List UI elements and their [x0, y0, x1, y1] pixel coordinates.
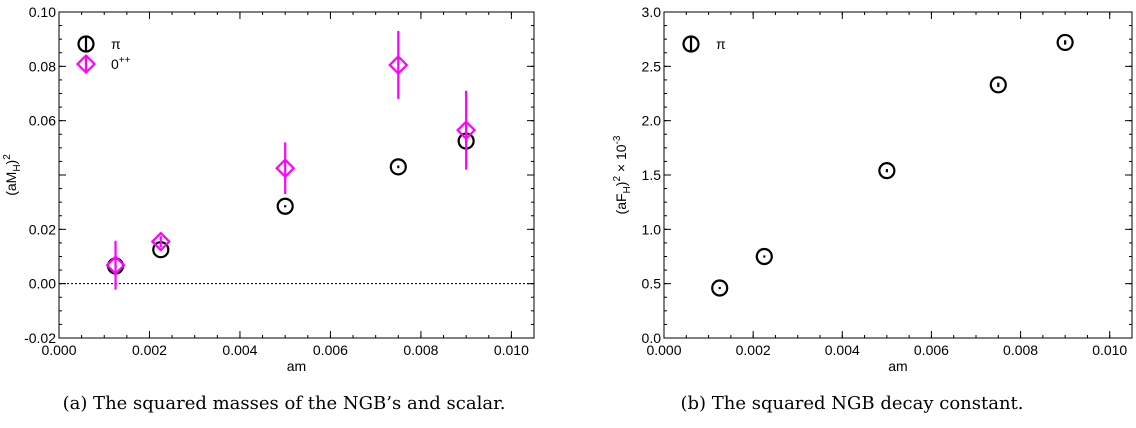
y-label-sup2: -3 [612, 135, 623, 144]
x-tick-label: 0.006 [313, 342, 348, 358]
circle-marker [1056, 33, 1074, 52]
x-tick-label: 0.010 [1092, 342, 1127, 358]
x-tick-label: 0.000 [646, 342, 681, 358]
y-axis-label: (aMH)2 [2, 154, 23, 196]
y-label-close: ) [613, 182, 629, 187]
y-label-base: (aM [3, 172, 19, 196]
y-label-sub: H [622, 186, 633, 193]
x-tick-label: 0.008 [403, 342, 438, 358]
chart-panel-a: 0.000 0.002 0.004 0.006 0.008 0.010 -0.02 0.00 0… [2, 4, 535, 374]
circle-marker [989, 76, 1007, 94]
series-pi [106, 132, 475, 275]
circle-marker [389, 158, 407, 176]
caption-a: (a) The squared masses of the NGB’s and … [62, 393, 506, 414]
y-tick-label: 0.00 [29, 276, 56, 292]
y-tick-label: 1.0 [642, 221, 662, 237]
y-tick-label: 0.08 [29, 58, 56, 74]
legend-item: π [682, 35, 726, 53]
series-scalar [105, 31, 477, 290]
y-tick-label: 1.5 [642, 167, 662, 183]
y-tick-label: 3.0 [642, 4, 662, 20]
y-label-sup: 2 [612, 176, 623, 182]
x-tick-label: 0.004 [825, 342, 860, 358]
diamond-marker [275, 158, 296, 179]
x-axis-label: am [888, 358, 907, 374]
x-tick-label: 0.008 [1003, 342, 1038, 358]
x-tick-label: 0.000 [41, 342, 76, 358]
y-axis-label: (aFH)2 × 10-3 [612, 135, 633, 214]
legend-label-sup: ++ [119, 55, 131, 66]
x-tick-label: 0.006 [914, 342, 949, 358]
legend-label: 0++ [111, 55, 131, 72]
x-tick-label: 0.010 [494, 342, 529, 358]
circle-marker [755, 247, 773, 266]
y-tick-label: -0.02 [24, 330, 56, 346]
y-tick-label: 0.0 [642, 330, 662, 346]
x-axis-label: am [287, 358, 306, 374]
x-tick-label: 0.002 [736, 342, 771, 358]
y-label-close: ) [3, 160, 19, 165]
circle-marker [711, 279, 729, 297]
y-label-sub: H [12, 164, 23, 171]
plot-frame [663, 11, 1133, 339]
diamond-marker [456, 120, 477, 141]
legend-label: π [716, 36, 726, 52]
circle-marker [878, 162, 896, 180]
circle-marker [276, 197, 294, 215]
diamond-marker [150, 231, 171, 252]
y-tick-label: 0.10 [29, 4, 56, 20]
circle-marker-legend [77, 35, 95, 53]
chart-panel-b: 0.000 0.002 0.004 0.006 0.008 0.010 0.0 0.5 1.0 1… [612, 4, 1133, 374]
y-label-base: (aF [613, 193, 629, 214]
diamond-marker [388, 54, 409, 76]
y-tick-label: 0.06 [29, 113, 56, 129]
y-tick-label: 0.02 [29, 221, 56, 237]
y-tick-label: 2.5 [642, 58, 662, 74]
diamond-marker-legend [75, 53, 97, 75]
y-tick-label: 2.0 [642, 113, 662, 129]
circle-marker-legend [682, 35, 700, 53]
x-tick-label: 0.004 [222, 342, 257, 358]
legend-label: π [111, 36, 121, 52]
y-label-sup: 2 [2, 154, 13, 160]
y-tick-label: 0.5 [642, 276, 662, 292]
diamond-marker [105, 255, 126, 276]
x-tick-label: 0.002 [132, 342, 167, 358]
caption-b: (b) The squared NGB decay constant. [680, 393, 1024, 414]
y-label-rest: × 10 [613, 144, 629, 176]
legend-item: π [77, 35, 121, 53]
legend-item: 0++ [75, 53, 131, 75]
series-pi [711, 33, 1074, 297]
